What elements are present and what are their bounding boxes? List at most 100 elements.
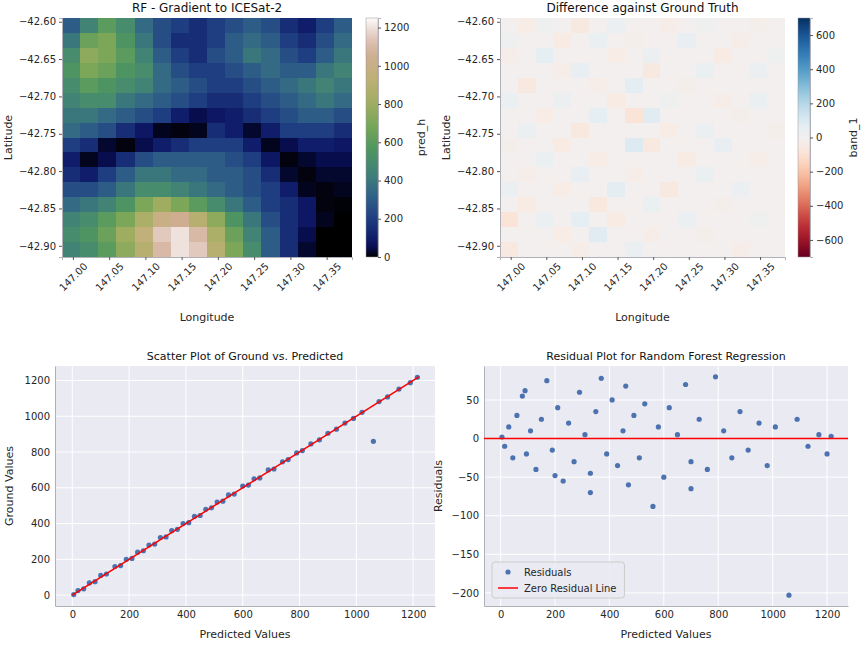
- tick-label: −42.75: [457, 128, 494, 139]
- cell: [643, 48, 661, 63]
- tick-label: 147.15: [166, 261, 199, 294]
- marks: [71, 375, 420, 597]
- cell: [153, 48, 172, 63]
- cell: [696, 48, 714, 63]
- point: [713, 374, 718, 379]
- point: [615, 463, 620, 468]
- tick-label: 147.00: [495, 261, 528, 294]
- panel: 020040060080010001200−200−150−100−50050R…: [432, 350, 849, 641]
- point: [650, 504, 655, 509]
- tick: 147.15: [166, 257, 199, 293]
- point: [539, 417, 544, 422]
- tick: 600: [378, 137, 403, 148]
- cell: [732, 242, 750, 257]
- cell: [553, 167, 571, 182]
- cell: [135, 33, 154, 48]
- cell: [678, 63, 696, 78]
- tick-label: 147.05: [93, 261, 126, 294]
- tick: 800: [290, 606, 309, 620]
- tick-label: 147.20: [637, 261, 670, 294]
- cell: [135, 78, 154, 93]
- tick: −200: [810, 166, 843, 177]
- tick: −42.75: [457, 128, 500, 139]
- cells: [62, 18, 352, 257]
- cell: [298, 138, 317, 153]
- cell: [500, 33, 518, 48]
- grid-line: [55, 559, 435, 560]
- tick: −100: [452, 510, 484, 521]
- cell: [334, 212, 352, 227]
- cell: [116, 123, 135, 138]
- tick-label: −42.60: [19, 16, 56, 27]
- tick-label: 200: [816, 98, 835, 109]
- tick-mark: [810, 206, 813, 207]
- cell: [553, 48, 571, 63]
- cell: [62, 242, 81, 257]
- cell: [316, 18, 335, 33]
- cell: [243, 197, 262, 212]
- tick-mark: [546, 257, 547, 260]
- cell: [696, 138, 714, 153]
- plot-background: [55, 366, 435, 606]
- point: [588, 471, 593, 476]
- cell: [316, 242, 335, 257]
- tick-label: 147.35: [744, 261, 777, 294]
- cell: [749, 197, 767, 212]
- cell: [696, 242, 714, 257]
- cell: [334, 78, 352, 93]
- tick: 800: [31, 447, 55, 458]
- cell: [316, 152, 335, 167]
- cell: [660, 212, 678, 227]
- cell: [334, 33, 352, 48]
- cell: [334, 108, 352, 123]
- point: [675, 432, 680, 437]
- tick-label: 0: [473, 433, 479, 444]
- cell: [334, 167, 352, 182]
- cell: [243, 123, 262, 138]
- cell: [334, 93, 352, 108]
- tick: 147.05: [93, 257, 126, 293]
- legend-box: [492, 562, 624, 598]
- cell: [98, 33, 117, 48]
- cell: [62, 182, 81, 197]
- tick-mark: [497, 134, 500, 135]
- cell: [660, 242, 678, 257]
- cell: [116, 167, 135, 182]
- tick: 0: [810, 132, 822, 143]
- cell: [518, 227, 536, 242]
- point: [571, 459, 576, 464]
- cell: [714, 123, 732, 138]
- point: [795, 417, 800, 422]
- tick: 147.10: [566, 257, 599, 293]
- tick-mark: [724, 257, 725, 260]
- tick: 147.15: [602, 257, 635, 293]
- cell: [643, 152, 661, 167]
- cell: [261, 227, 280, 242]
- cell: [500, 78, 518, 93]
- cell: [625, 242, 643, 257]
- tick: −42.90: [19, 240, 62, 251]
- cell: [500, 93, 518, 108]
- y-axis: −42.60−42.65−42.70−42.75−42.80−42.85−42.…: [457, 16, 501, 257]
- cell: [62, 93, 81, 108]
- tick: 200: [378, 213, 403, 224]
- cell: [732, 48, 750, 63]
- cell: [316, 167, 335, 182]
- point: [667, 405, 672, 410]
- tick-label: −600: [816, 235, 843, 246]
- grid-line: [356, 366, 357, 606]
- point: [729, 455, 734, 460]
- point: [528, 428, 533, 433]
- point: [522, 388, 527, 393]
- point: [502, 444, 507, 449]
- tick: 600: [31, 482, 55, 493]
- cell: [518, 33, 536, 48]
- cell: [767, 227, 785, 242]
- cell: [749, 78, 767, 93]
- cell: [625, 123, 643, 138]
- cell: [189, 63, 208, 78]
- cell: [732, 108, 750, 123]
- cell: [261, 18, 280, 33]
- tick-label: 400: [31, 518, 50, 529]
- grid-line: [55, 523, 435, 524]
